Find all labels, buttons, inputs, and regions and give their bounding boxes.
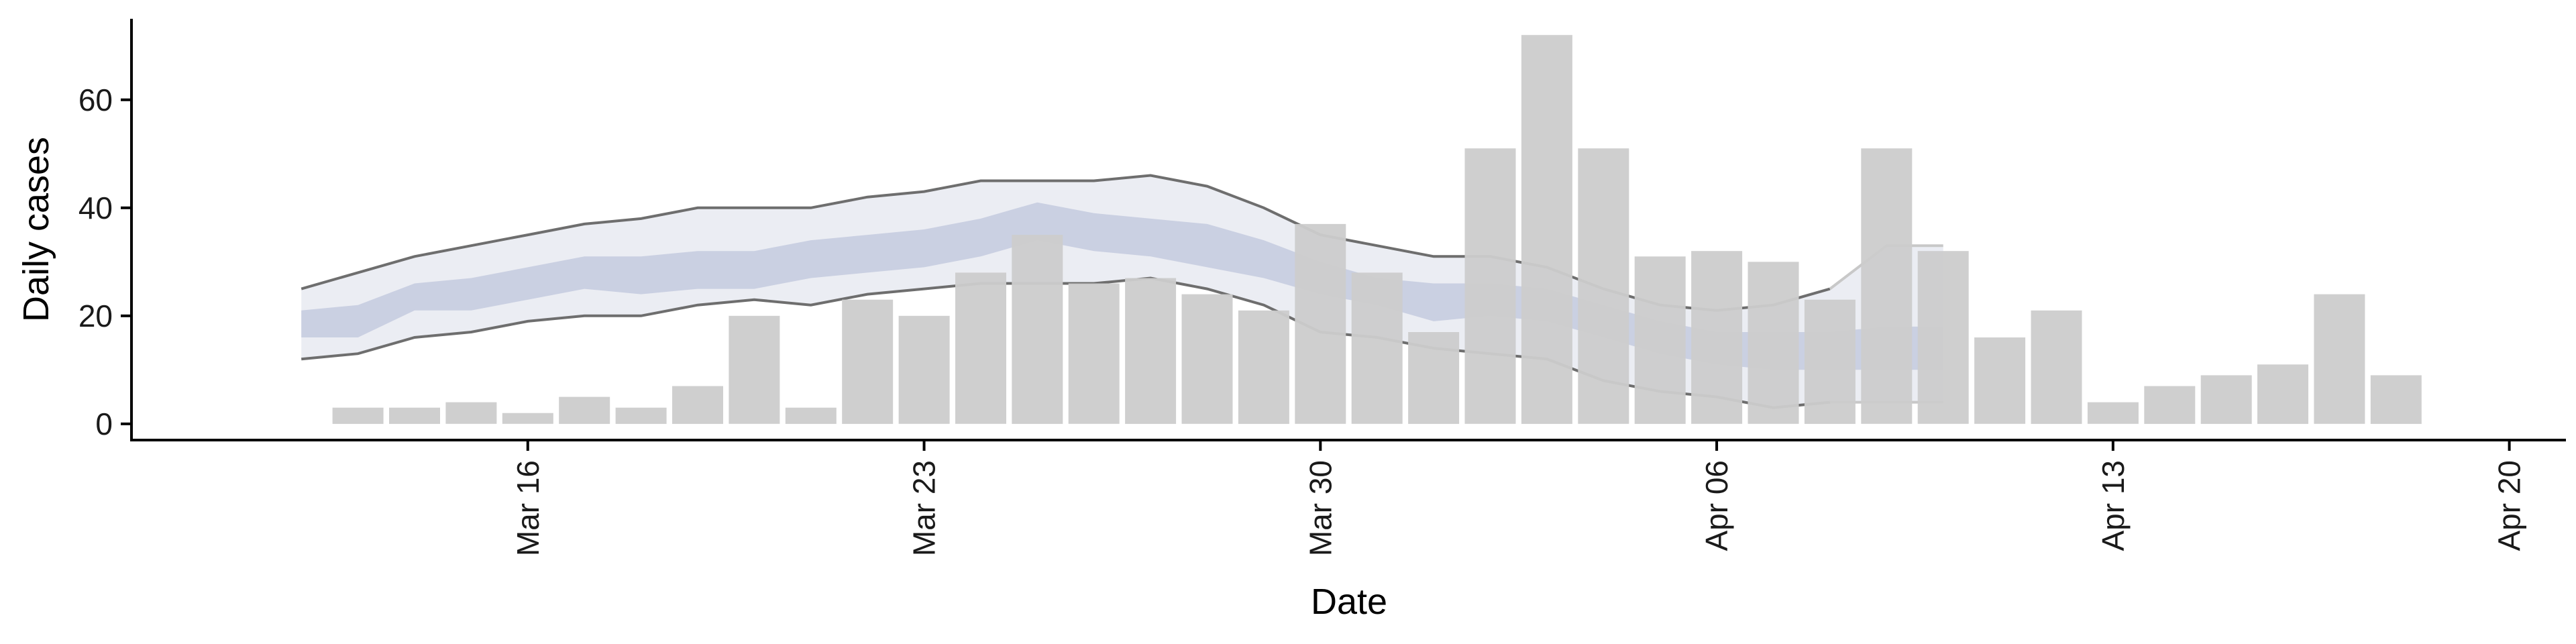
x-axis-title: Date	[1311, 582, 1387, 622]
bar-2020-03-29	[1238, 310, 1289, 424]
bar-2020-04-16	[2257, 364, 2308, 424]
bar-2020-03-24	[955, 272, 1006, 424]
y-tick-label-20: 20	[78, 299, 113, 333]
bar-2020-03-18	[615, 407, 667, 424]
bar-2020-04-18	[2370, 375, 2422, 424]
bar-2020-03-30	[1295, 223, 1346, 424]
bar-2020-03-25	[1012, 235, 1063, 424]
x-tick-label-2020-04-06: Apr 06	[1699, 460, 1734, 551]
bar-2020-04-14	[2144, 386, 2196, 424]
bar-2020-04-02	[1464, 148, 1516, 424]
bar-2020-03-13	[332, 407, 384, 424]
bar-2020-03-22	[842, 299, 894, 424]
x-tick-label-2020-03-30: Mar 30	[1303, 460, 1338, 556]
bar-2020-04-17	[2314, 294, 2365, 424]
x-tick-label-2020-03-16: Mar 16	[511, 460, 545, 556]
y-tick-label-60: 60	[78, 83, 113, 117]
bar-2020-03-19	[672, 386, 723, 424]
y-tick-label-40: 40	[78, 191, 113, 225]
bar-2020-04-12	[2031, 310, 2082, 424]
bar-2020-03-31	[1351, 272, 1403, 424]
bar-2020-04-13	[2087, 402, 2139, 424]
x-tick-label-2020-04-13: Apr 13	[2096, 460, 2131, 551]
bar-2020-03-27	[1125, 278, 1177, 424]
bar-2020-04-11	[1974, 337, 2026, 424]
bar-2020-03-14	[389, 407, 440, 424]
bar-2020-03-28	[1181, 294, 1233, 424]
x-tick-label-2020-03-23: Mar 23	[907, 460, 942, 556]
y-tick-label-0: 0	[95, 407, 113, 441]
x-axis-ticks: Mar 16 Mar 23 Mar 30 Apr 06 Apr 13 Apr 20	[511, 440, 2527, 556]
bar-2020-04-09	[1861, 148, 1913, 424]
bar-2020-04-06	[1691, 251, 1743, 424]
bar-2020-04-15	[2200, 375, 2252, 424]
bar-2020-03-17	[559, 396, 610, 424]
bar-2020-03-23	[898, 315, 950, 424]
bar-2020-04-05	[1634, 256, 1686, 424]
bar-2020-04-08	[1804, 299, 1856, 424]
axes	[130, 19, 2566, 441]
bar-2020-04-07	[1748, 262, 1799, 424]
bar-2020-04-10	[1917, 251, 1969, 424]
bar-2020-03-16	[502, 413, 553, 424]
bar-2020-03-20	[729, 315, 780, 424]
y-axis-title: Daily cases	[16, 137, 56, 322]
bar-2020-03-21	[785, 407, 837, 424]
bar-2020-03-15	[445, 402, 497, 424]
outer-band-upper-line	[301, 174, 1831, 312]
bar-2020-03-26	[1068, 283, 1120, 424]
bar-2020-04-03	[1521, 35, 1572, 424]
bar-2020-04-01	[1408, 332, 1460, 424]
outer-band-lower-line	[301, 276, 1831, 409]
x-tick-label-2020-04-20: Apr 20	[2492, 460, 2527, 551]
y-axis-ticks: 0 20 40 60	[78, 83, 131, 441]
bar-2020-04-04	[1578, 148, 1629, 424]
daily-case-bars	[332, 35, 2422, 424]
